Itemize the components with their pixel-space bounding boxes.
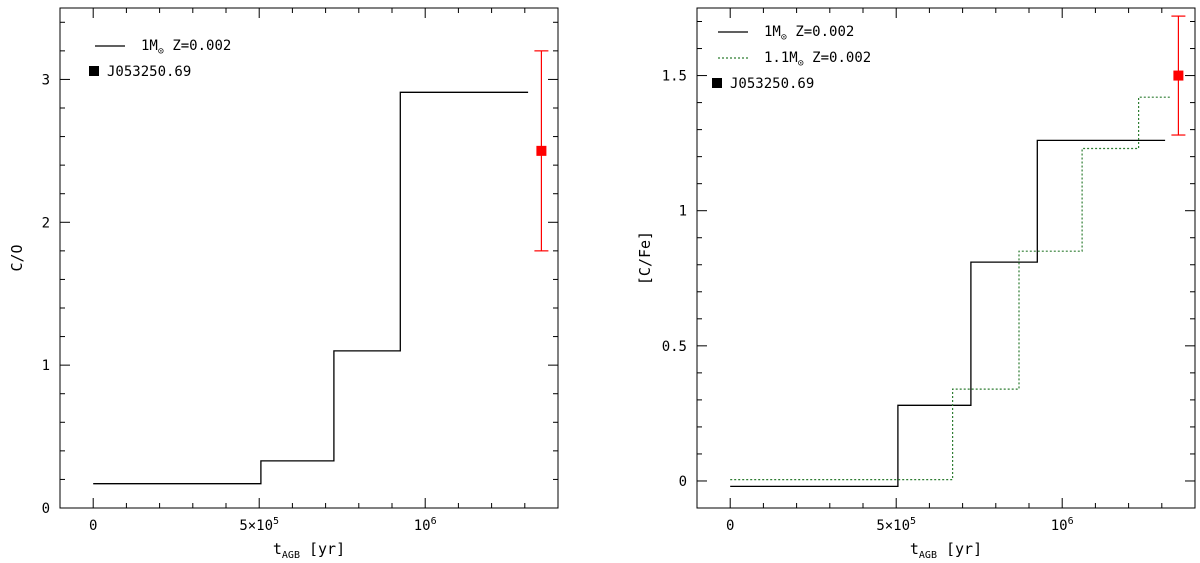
right-x-tick-label: 0 (726, 518, 734, 534)
left-y-tick-label: 2 (42, 215, 50, 231)
left-legend: 1M⊙ Z=0.002 J053250.69 (89, 38, 231, 80)
right-series-line-1 (730, 139, 1166, 488)
left-legend-label-1: 1M⊙ Z=0.002 (141, 38, 231, 57)
left-x-tick-label: 0 (89, 518, 97, 534)
right-y-axis-label: [C/Fe] (636, 231, 654, 285)
left-x-axis-label: tAGB [yr] (273, 540, 345, 561)
right-x-tick-label: 5×105 (876, 516, 916, 534)
right-x-tick-label: 106 (1051, 516, 1074, 534)
left-x-tick-label: 106 (414, 516, 437, 534)
left-y-axis-label: C/O (8, 244, 26, 271)
right-plot-frame (696, 7, 1196, 509)
left-y-tick-label: 1 (42, 358, 50, 374)
right-observation-marker (1173, 70, 1184, 81)
left-chart: 0 5×105 106 0 1 2 3 tAGB [yr] C/O 1M⊙ Z=0.002 J053… (8, 7, 559, 561)
left-legend-marker (89, 66, 99, 76)
left-x-tick-label: 5×105 (239, 516, 279, 534)
right-chart: 0 5×105 106 0 0.5 1 1.5 tAGB [yr] [C/Fe] 1M⊙ Z=0.… (636, 7, 1196, 561)
right-series-line-2 (730, 96, 1172, 481)
right-legend: 1M⊙ Z=0.002 1.1M⊙ Z=0.002 J053250.69 (712, 24, 871, 92)
right-y-tick-label: 0 (679, 474, 687, 490)
left-plot-frame (59, 7, 559, 509)
right-y-tick-label: 0.5 (662, 339, 687, 355)
right-legend-observation-label: J053250.69 (730, 76, 814, 92)
right-y-tick-label: 1.5 (662, 69, 687, 85)
left-series-line-1 (93, 91, 529, 485)
right-legend-label-2: 1.1M⊙ Z=0.002 (764, 50, 871, 69)
right-legend-marker (712, 78, 722, 88)
left-y-tick-label: 3 (42, 72, 50, 88)
left-y-tick-label: 0 (42, 501, 50, 517)
left-observation-marker (536, 145, 547, 156)
right-x-axis-label: tAGB [yr] (910, 540, 982, 561)
right-y-tick-label: 1 (679, 204, 687, 220)
right-legend-label-1: 1M⊙ Z=0.002 (764, 24, 854, 43)
left-legend-observation-label: J053250.69 (107, 64, 191, 80)
